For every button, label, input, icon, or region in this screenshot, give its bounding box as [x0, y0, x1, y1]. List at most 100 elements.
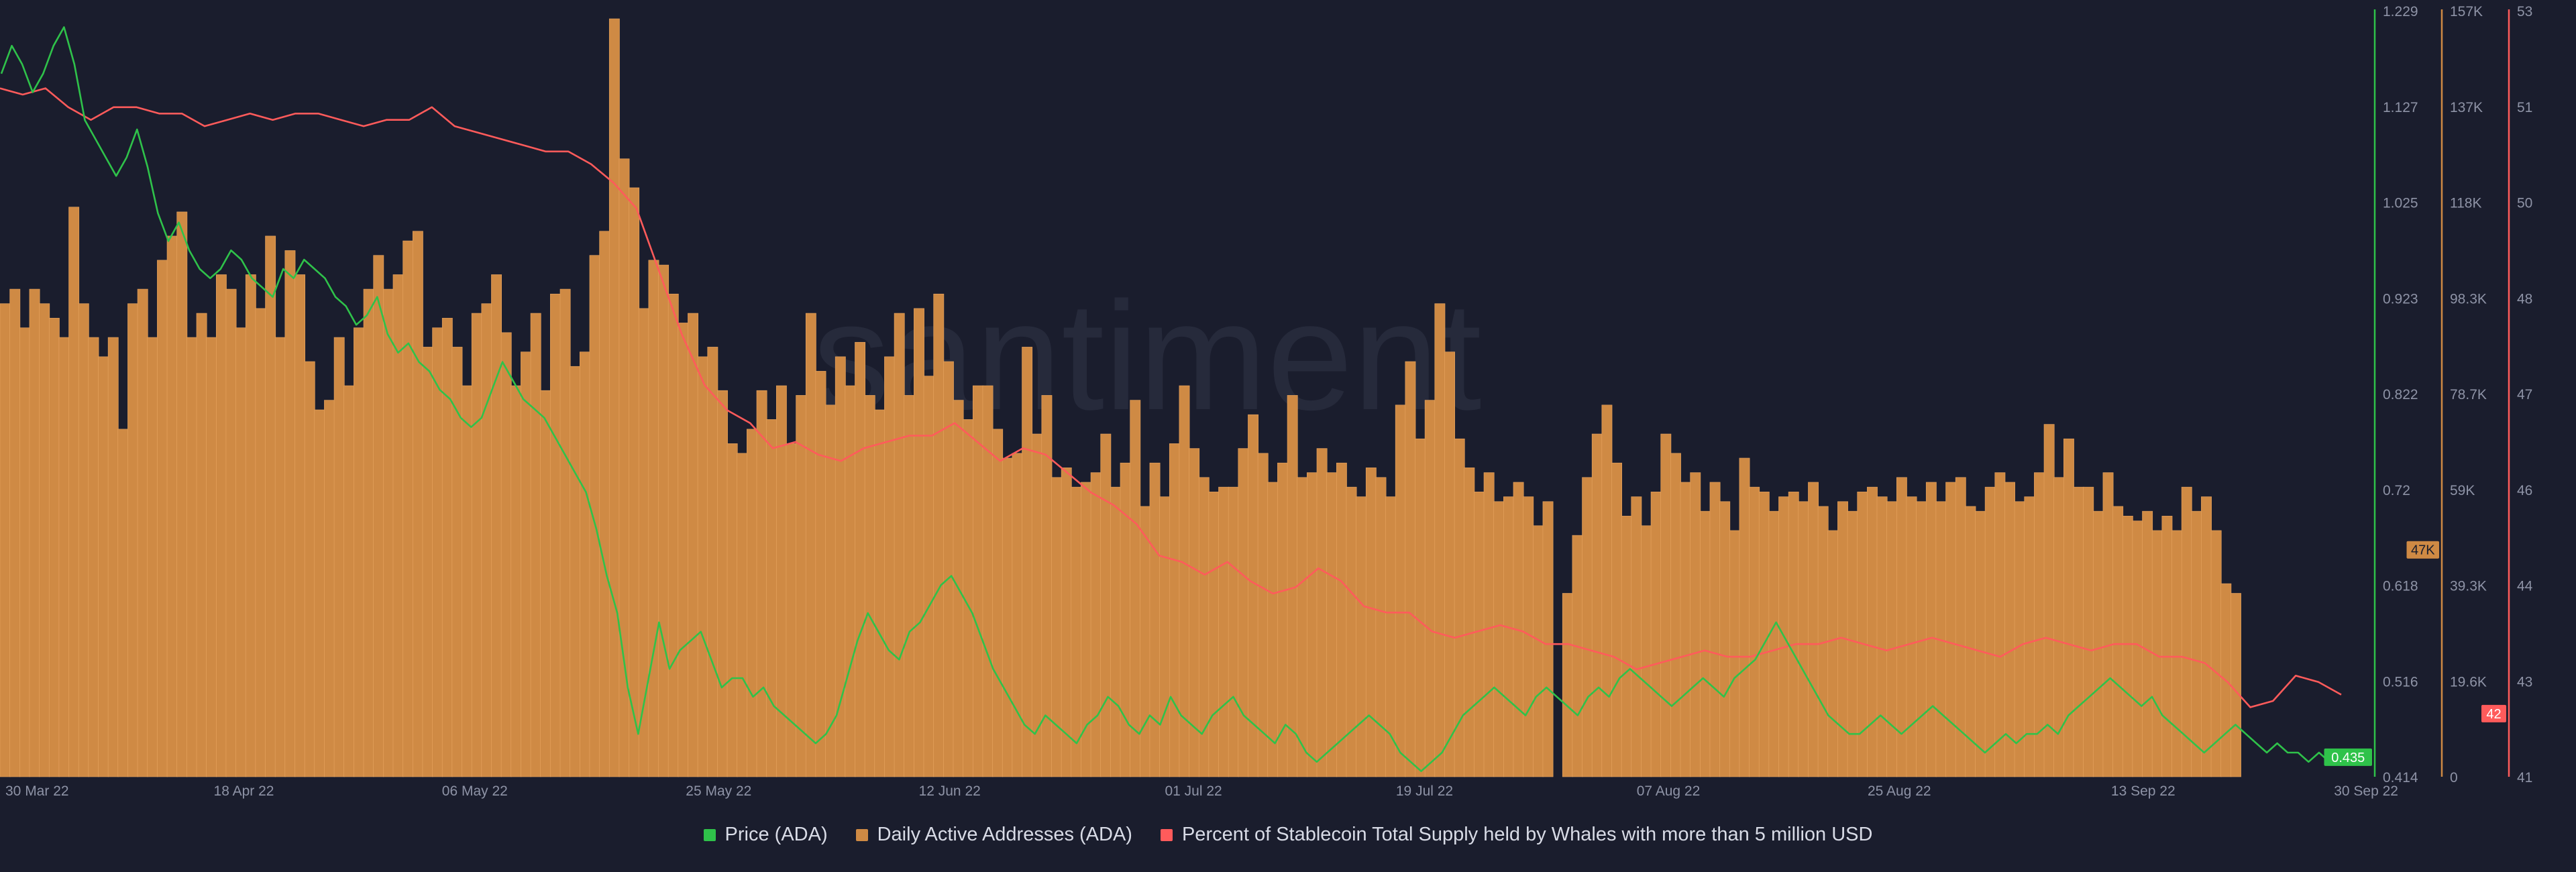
- bar: [2142, 510, 2153, 777]
- active-addresses-bars: [0, 18, 2241, 777]
- bar: [402, 240, 414, 777]
- bar: [432, 327, 443, 777]
- x-tick-label: 12 Jun 22: [919, 783, 981, 799]
- bar: [667, 293, 679, 777]
- bar: [1867, 486, 1878, 777]
- bar: [1660, 433, 1672, 777]
- bar: [1120, 462, 1131, 777]
- bar: [2014, 501, 2025, 777]
- bar: [462, 385, 473, 777]
- bar: [1984, 486, 1996, 777]
- bar: [2102, 472, 2114, 777]
- bar: [1365, 468, 1377, 777]
- bar: [1758, 492, 1770, 777]
- bar: [354, 327, 364, 777]
- bar: [1611, 462, 1623, 777]
- bar: [107, 337, 119, 777]
- bar: [982, 385, 994, 777]
- last-value-badge-whales: [2481, 704, 2506, 722]
- bar: [2004, 482, 2015, 777]
- legend-swatch-active-addresses: [855, 828, 868, 841]
- x-tick-label: 19 Jul 22: [1396, 783, 1453, 799]
- bar: [235, 327, 247, 777]
- bar: [540, 390, 551, 777]
- axis-tick-whales: 47: [2517, 387, 2532, 402]
- bar: [629, 187, 640, 777]
- chart-svg: santiment 1.2291.1271.0250.9230.8220.720…: [0, 4, 2533, 799]
- axis-tick-price: 0.923: [2383, 291, 2418, 307]
- bar: [255, 308, 266, 777]
- bar: [1503, 496, 1514, 777]
- bar: [1601, 404, 1613, 777]
- axis-tick-whales: 53: [2517, 4, 2532, 19]
- bar: [1670, 453, 1681, 777]
- bar: [658, 264, 669, 777]
- bar: [481, 303, 492, 777]
- bar: [1808, 482, 1819, 777]
- bar: [274, 337, 286, 777]
- axis-tick-active-addresses: 157K: [2450, 4, 2483, 19]
- bar: [717, 390, 728, 777]
- bar: [1847, 510, 1858, 777]
- bar: [845, 385, 856, 777]
- axis-tick-active-addresses: 137K: [2450, 100, 2483, 115]
- legend-label-price: Price (ADA): [724, 824, 828, 845]
- bar: [500, 332, 512, 777]
- bar: [1307, 472, 1318, 777]
- bar: [58, 337, 70, 777]
- bar: [471, 313, 482, 777]
- bar: [1336, 462, 1347, 777]
- bar: [1149, 462, 1161, 777]
- bar: [1022, 347, 1033, 777]
- bar: [1218, 486, 1230, 777]
- bar: [1012, 453, 1023, 777]
- bar: [39, 303, 50, 777]
- bar: [1582, 477, 1593, 777]
- bar: [1130, 400, 1141, 777]
- bar: [2201, 496, 2212, 777]
- bar: [0, 303, 11, 777]
- last-value-badge-price: [2324, 748, 2372, 766]
- bar: [117, 429, 129, 777]
- axis-tick-whales: 41: [2517, 770, 2532, 785]
- bar: [1925, 482, 1937, 777]
- x-tick-label: 25 Aug 22: [1868, 783, 1931, 799]
- bar: [1316, 448, 1328, 777]
- bar: [2122, 516, 2133, 777]
- bar: [1768, 510, 1780, 777]
- x-tick-label: 30 Sep 22: [2334, 783, 2398, 799]
- bar: [1100, 433, 1112, 777]
- legend-item-active-addresses[interactable]: Daily Active Addresses (ADA): [855, 824, 1132, 846]
- bar: [1395, 404, 1406, 777]
- x-tick-label: 06 May 22: [442, 783, 508, 799]
- bar: [2063, 438, 2074, 777]
- axis-tick-price: 1.025: [2383, 196, 2418, 211]
- bar: [2210, 530, 2222, 777]
- bar: [265, 235, 276, 777]
- bar: [1709, 482, 1721, 777]
- bar: [98, 356, 109, 777]
- bar: [1680, 482, 1691, 777]
- bar: [1631, 496, 1642, 777]
- bar: [737, 453, 748, 777]
- bar: [1690, 472, 1701, 777]
- bar: [284, 250, 296, 777]
- bar: [815, 371, 826, 777]
- bar: [589, 255, 600, 777]
- bar: [933, 293, 945, 777]
- bar: [579, 351, 590, 777]
- bar: [1375, 477, 1387, 777]
- legend-item-whales[interactable]: Percent of Stablecoin Total Supply held …: [1160, 824, 1873, 846]
- legend-item-price[interactable]: Price (ADA): [703, 824, 828, 846]
- bar: [1749, 486, 1760, 777]
- bar: [1051, 477, 1063, 777]
- bar: [2112, 506, 2124, 777]
- x-tick-label: 30 Mar 22: [5, 783, 69, 799]
- bar: [245, 274, 256, 777]
- last-value-text-active-addresses: 47K: [2411, 543, 2435, 558]
- bar: [884, 356, 895, 777]
- bar: [1493, 501, 1505, 777]
- legend-label-whales: Percent of Stablecoin Total Supply held …: [1181, 824, 1873, 845]
- x-tick-label: 13 Sep 22: [2111, 783, 2176, 799]
